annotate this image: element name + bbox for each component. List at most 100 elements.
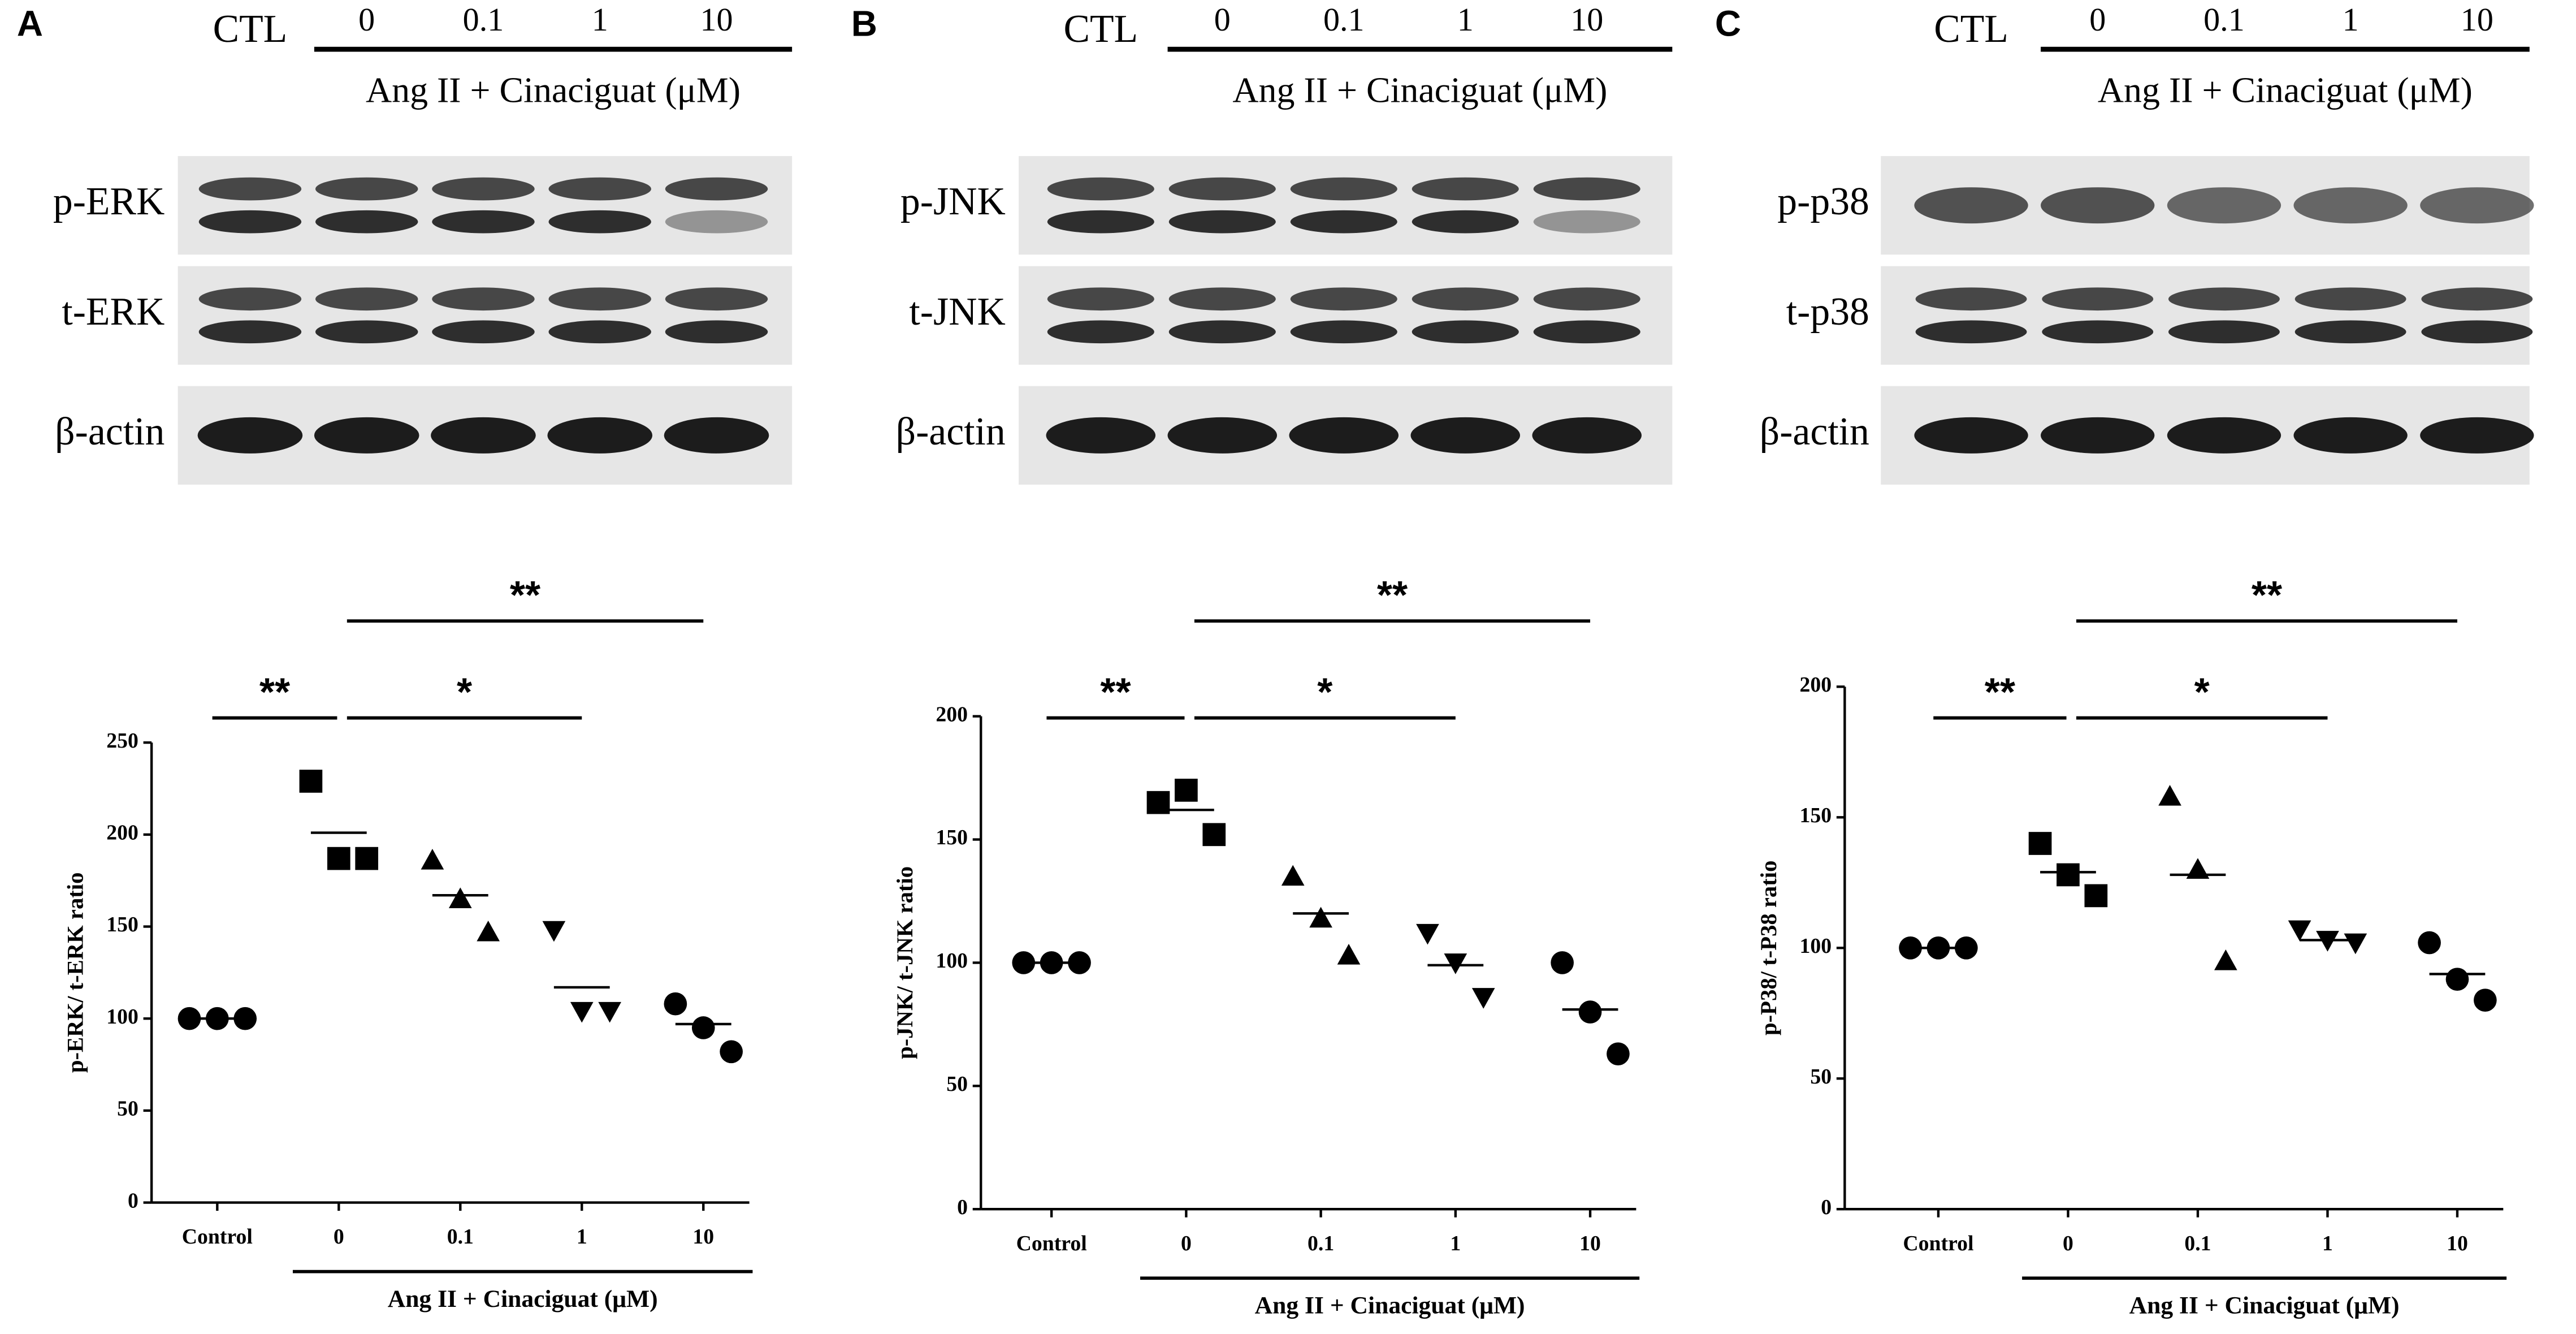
blot-row-label: p-p38 bbox=[1777, 180, 1869, 223]
y-tick-label: 50 bbox=[1810, 1065, 1832, 1089]
y-tick-label: 150 bbox=[106, 913, 138, 936]
blot-band bbox=[1047, 320, 1154, 344]
y-tick-label: 250 bbox=[106, 729, 138, 753]
blot-group-label: Ang II + Cinaciguat (μM) bbox=[1232, 70, 1607, 110]
data-point bbox=[2445, 968, 2469, 991]
y-tick-label: 150 bbox=[936, 826, 968, 849]
data-point bbox=[2418, 931, 2441, 955]
x-tick-label: 0.1 bbox=[2184, 1232, 2211, 1255]
blot-image bbox=[1881, 266, 2530, 365]
data-point bbox=[2057, 863, 2080, 887]
data-point bbox=[664, 992, 687, 1016]
data-point bbox=[2214, 949, 2237, 970]
blot-band bbox=[664, 417, 769, 454]
data-point bbox=[570, 1001, 594, 1023]
blot-band bbox=[548, 320, 651, 344]
data-point bbox=[1202, 823, 1226, 847]
data-point bbox=[1607, 1042, 1630, 1066]
blot-band bbox=[1168, 210, 1276, 234]
y-tick-label: 150 bbox=[1799, 804, 1832, 827]
blot-image bbox=[177, 156, 793, 255]
blot-band bbox=[548, 177, 651, 201]
blot-band bbox=[2421, 287, 2533, 311]
blot-group-label: Ang II + Cinaciguat (μM) bbox=[366, 70, 741, 110]
blot-lane-label: 0 bbox=[1214, 1, 1231, 38]
blot-band bbox=[1412, 320, 1519, 344]
data-point bbox=[598, 1001, 621, 1023]
blot-band bbox=[432, 210, 535, 234]
blot-band bbox=[2420, 417, 2534, 454]
blot-band bbox=[315, 210, 418, 234]
blot-band bbox=[665, 210, 768, 234]
blot-band bbox=[1290, 177, 1397, 201]
blot-lane-label: 10 bbox=[700, 1, 733, 38]
blot-band bbox=[2041, 417, 2155, 454]
data-point bbox=[1444, 953, 1467, 974]
blot-band bbox=[2042, 320, 2154, 344]
blot-band bbox=[198, 320, 302, 344]
blot-band bbox=[1290, 287, 1397, 311]
y-tick-label: 0 bbox=[128, 1189, 138, 1212]
data-point bbox=[2028, 832, 2052, 855]
data-point bbox=[299, 770, 323, 793]
blot-row-label: t-p38 bbox=[1786, 290, 1869, 334]
x-tick-label: 0.1 bbox=[447, 1225, 474, 1249]
significance-label: ** bbox=[2252, 573, 2283, 617]
significance-label: ** bbox=[1100, 670, 1131, 714]
blot-band bbox=[2168, 287, 2280, 311]
panel-letter: C bbox=[1715, 3, 1741, 44]
x-tick-label: 1 bbox=[2322, 1232, 2333, 1255]
y-tick-label: 200 bbox=[106, 821, 138, 844]
blot-row-label: p-ERK bbox=[53, 180, 165, 223]
group-label: Ang II + Cinaciguat (μM) bbox=[388, 1285, 658, 1313]
y-axis-label: p-ERK/ t-ERK ratio bbox=[63, 873, 88, 1073]
x-tick-label: 0 bbox=[334, 1225, 344, 1249]
blot-band bbox=[1167, 417, 1278, 454]
blot-band bbox=[1289, 417, 1399, 454]
data-point bbox=[2288, 920, 2311, 942]
blot-band bbox=[1047, 177, 1154, 201]
significance-label: ** bbox=[1377, 573, 1408, 617]
data-point bbox=[1416, 923, 1439, 945]
data-point bbox=[1551, 951, 1574, 974]
blot-band bbox=[665, 320, 768, 344]
blot-band bbox=[431, 417, 536, 454]
blot-band bbox=[1168, 287, 1276, 311]
x-tick-label: 1 bbox=[1450, 1232, 1461, 1255]
blot-row-label: t-ERK bbox=[62, 290, 164, 334]
blot-band bbox=[1914, 417, 2028, 454]
blot-band bbox=[548, 210, 651, 234]
data-point bbox=[1337, 944, 1361, 965]
blot-band bbox=[2294, 320, 2406, 344]
blot-band bbox=[1412, 287, 1519, 311]
blot-band bbox=[665, 287, 768, 311]
blot-band bbox=[2293, 417, 2408, 454]
y-tick-label: 50 bbox=[946, 1072, 968, 1096]
group-label: Ang II + Cinaciguat (μM) bbox=[1255, 1292, 1525, 1319]
blot-band bbox=[2420, 187, 2534, 224]
data-point bbox=[477, 920, 500, 942]
data-point bbox=[691, 1016, 715, 1039]
x-tick-label: Control bbox=[1903, 1232, 1973, 1255]
blot-lane-label: 1 bbox=[1457, 1, 1474, 38]
data-point bbox=[720, 1040, 743, 1064]
blot-lane-label: 1 bbox=[592, 1, 608, 38]
blot-row-label: β-actin bbox=[55, 410, 164, 454]
significance-label: ** bbox=[1985, 670, 2016, 714]
blot-image bbox=[1019, 156, 1673, 255]
y-tick-label: 0 bbox=[1821, 1195, 1832, 1219]
data-point bbox=[1471, 988, 1495, 1009]
blot-control-label: CTL bbox=[1063, 7, 1138, 51]
blot-band bbox=[198, 177, 302, 201]
blot-band bbox=[1533, 287, 1640, 311]
blot-lane-label: 0.1 bbox=[1323, 1, 1365, 38]
blot-band bbox=[315, 177, 418, 201]
blot-band bbox=[1915, 287, 2027, 311]
blot-band bbox=[314, 417, 419, 454]
blot-band bbox=[1533, 320, 1640, 344]
blot-band bbox=[1532, 417, 1642, 454]
blot-band bbox=[2041, 187, 2155, 224]
blot-band bbox=[198, 210, 302, 234]
blot-band bbox=[2167, 187, 2281, 224]
